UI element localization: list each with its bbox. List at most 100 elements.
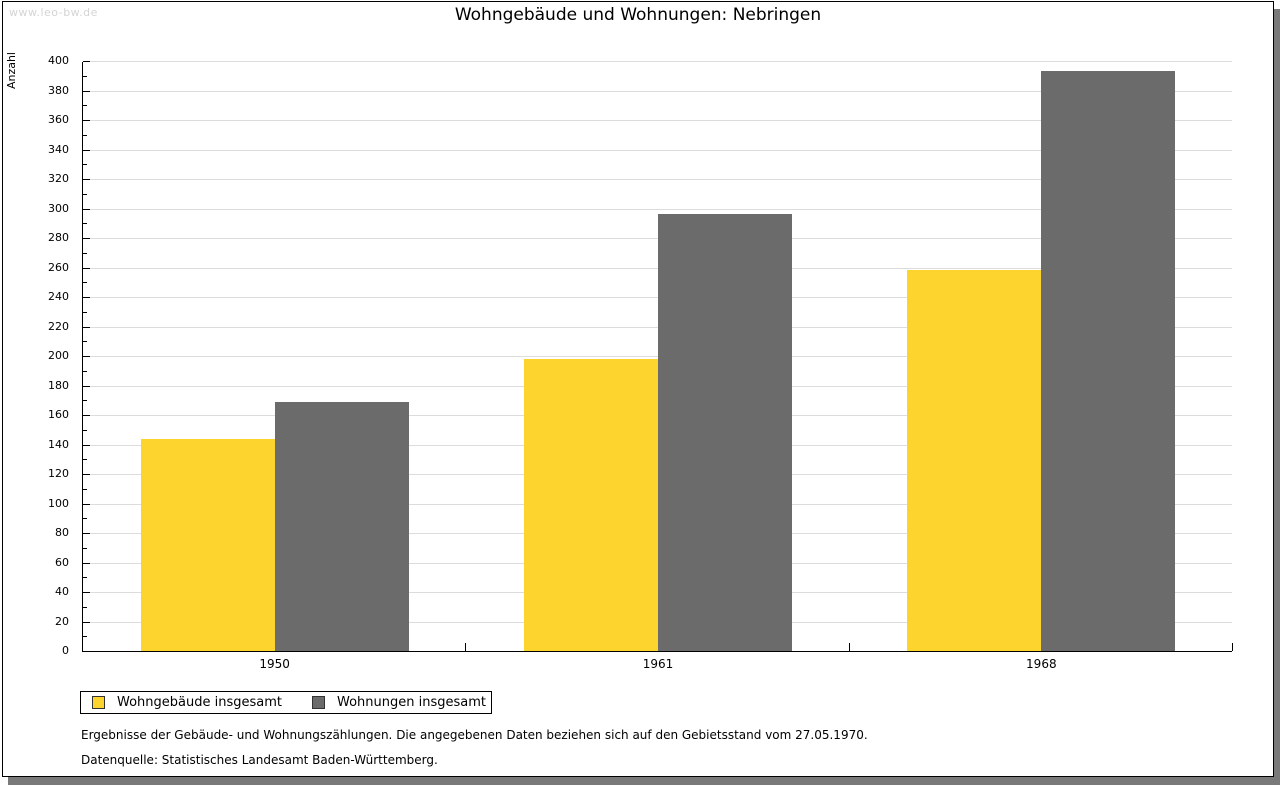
- y-major-tick: [83, 621, 90, 623]
- y-minor-tick: [83, 105, 87, 107]
- bar-group-1950: 1950: [83, 62, 466, 671]
- plot-area: 0 20 40 60 80 100 120 140 160 180 200 220 240 260 280 3…: [48, 54, 1233, 671]
- y-major-tick: [83, 592, 90, 593]
- y-minor-tick: [83, 134, 87, 136]
- y-tick-label: 60: [55, 555, 69, 569]
- y-tick-label: 260: [48, 260, 69, 274]
- bar-wohnungen-1968: [1041, 71, 1176, 651]
- y-major-tick: [83, 326, 90, 328]
- footnote-line1: Ergebnisse der Gebäude- und Wohnungszähl…: [81, 728, 868, 742]
- gridline: [83, 356, 1232, 357]
- bar-wohnungen-1961: [657, 214, 792, 651]
- legend-item: Wohnungen insgesamt: [312, 695, 486, 710]
- y-axis-labels: 0 20 40 60 80 100 120 140 160 180 200 220 240 260 280 3…: [31, 54, 75, 657]
- y-tick-label: 180: [48, 378, 69, 392]
- y-tick-label: 100: [48, 496, 69, 510]
- y-minor-tick: [83, 429, 87, 431]
- gridline: [83, 120, 1232, 121]
- y-minor-tick: [83, 400, 87, 402]
- footnote-line2: Datenquelle: Statistisches Landesamt Bad…: [81, 753, 438, 767]
- y-minor-tick: [83, 518, 87, 520]
- x-tick-label: 1968: [1026, 657, 1057, 671]
- y-major-tick: [83, 385, 90, 387]
- y-major-tick: [83, 562, 90, 564]
- legend-swatch: [92, 696, 105, 709]
- y-axis-title: Anzahl: [5, 52, 18, 90]
- y-minor-tick: [83, 164, 87, 166]
- bar-group-1968: 1968: [850, 62, 1233, 671]
- y-minor-tick: [83, 636, 87, 638]
- y-minor-tick: [83, 606, 87, 608]
- y-major-tick: [83, 61, 90, 62]
- x-boundary-tick: [848, 643, 850, 651]
- y-major-tick: [83, 444, 90, 446]
- y-major-tick: [83, 474, 90, 475]
- y-major-tick: [83, 120, 90, 121]
- x-tick-label: 1961: [642, 657, 674, 671]
- bar-wohngebäude-1950: [140, 438, 275, 651]
- y-major-tick: [83, 356, 90, 357]
- y-minor-tick: [83, 488, 87, 490]
- y-major-tick: [83, 297, 90, 298]
- y-tick-label: 120: [48, 467, 69, 480]
- y-tick-label: 0: [62, 644, 69, 657]
- x-boundary-tick: [465, 643, 467, 651]
- y-tick-label: 160: [48, 408, 69, 421]
- y-tick-label: 380: [48, 83, 69, 97]
- gridline: [83, 238, 1232, 239]
- y-major-tick: [83, 533, 90, 534]
- x-tick-label: 1950: [259, 657, 290, 671]
- legend-label: Wohngebäude insgesamt: [117, 695, 282, 710]
- y-minor-tick: [83, 341, 87, 343]
- y-minor-tick: [83, 252, 87, 254]
- chart-card: www.leo-bw.de Wohngebäude und Wohnungen:…: [2, 1, 1274, 777]
- x-boundary-tick: [1232, 643, 1233, 651]
- y-tick-label: 40: [55, 585, 69, 598]
- bar-wohngebäude-1968: [907, 270, 1042, 651]
- bar-wohnungen-1950: [274, 401, 409, 651]
- y-minor-tick: [83, 311, 87, 313]
- gridline: [83, 208, 1232, 210]
- gridline: [83, 90, 1232, 92]
- y-tick-label: 280: [48, 231, 69, 244]
- y-tick-label: 240: [48, 290, 69, 303]
- y-minor-tick: [83, 577, 87, 579]
- y-tick-label: 140: [48, 437, 69, 451]
- y-tick-label: 200: [48, 349, 69, 362]
- y-major-tick: [83, 503, 90, 505]
- y-major-tick: [83, 415, 90, 416]
- gridline: [83, 297, 1232, 298]
- y-minor-tick: [83, 193, 87, 195]
- y-minor-tick: [83, 547, 87, 549]
- watermark: www.leo-bw.de: [9, 6, 98, 19]
- bar-wohngebäude-1961: [523, 358, 658, 651]
- y-minor-tick: [83, 223, 87, 225]
- y-major-tick: [83, 90, 90, 92]
- gridline: [83, 179, 1232, 180]
- gridline: [83, 326, 1232, 328]
- y-minor-tick: [83, 282, 87, 284]
- gridline: [83, 149, 1232, 151]
- legend-label: Wohnungen insgesamt: [337, 695, 486, 710]
- y-tick-label: 360: [48, 113, 69, 126]
- y-tick-label: 220: [48, 319, 69, 333]
- y-major-tick: [83, 238, 90, 239]
- y-minor-tick: [83, 370, 87, 372]
- legend: Wohngebäude insgesamt Wohnungen insgesamt: [80, 691, 492, 714]
- legend-item: Wohngebäude insgesamt: [92, 695, 282, 710]
- y-major-tick: [83, 149, 90, 151]
- y-tick-label: 340: [48, 142, 69, 156]
- y-tick-label: 320: [48, 172, 69, 185]
- bar-pair-1950: [140, 401, 409, 651]
- y-minor-tick: [83, 75, 87, 77]
- y-tick-label: 80: [55, 526, 69, 539]
- chart-title: Wohngebäude und Wohnungen: Nebringen: [454, 5, 822, 25]
- gridline: [83, 61, 1232, 62]
- gridline: [83, 267, 1232, 269]
- y-tick-label: 400: [48, 54, 69, 67]
- bar-pair-1961: [523, 214, 792, 651]
- y-minor-tick: [83, 459, 87, 461]
- legend-swatch: [312, 696, 325, 709]
- y-major-tick: [83, 208, 90, 210]
- y-tick-label: 300: [48, 201, 69, 215]
